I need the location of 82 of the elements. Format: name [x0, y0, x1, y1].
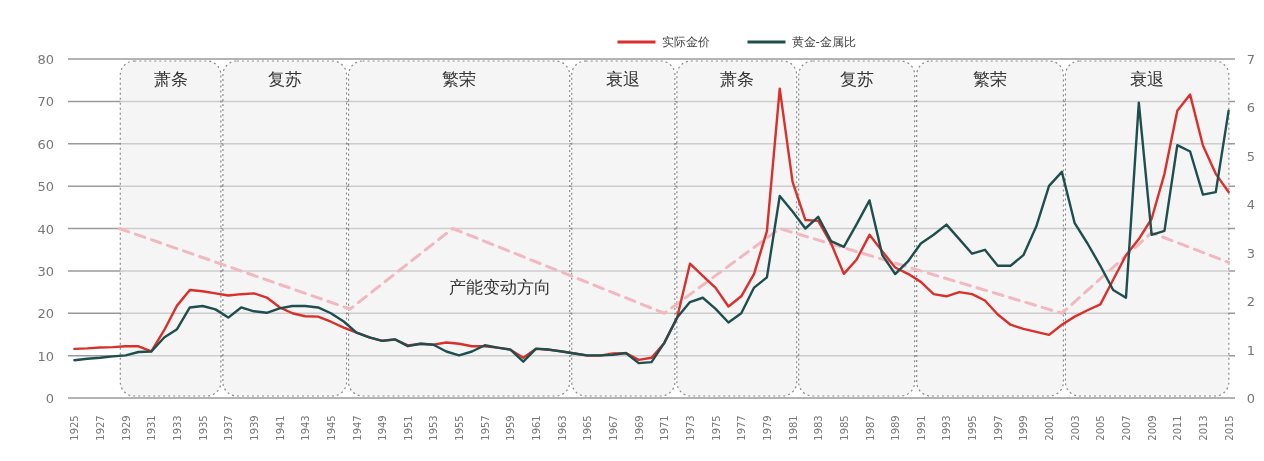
x-tick-label: 1997	[992, 415, 1004, 441]
x-tick-label: 2011	[1172, 415, 1184, 441]
x-tick-label: 1945	[325, 415, 337, 441]
y-tick-label: 60	[37, 136, 54, 152]
y-tick-label: 10	[37, 348, 54, 364]
x-tick-label: 1931	[146, 415, 158, 441]
x-tick-label: 1973	[684, 415, 696, 441]
x-tick-label: 1959	[505, 415, 517, 441]
y-tick-label: 50	[37, 179, 54, 195]
band-label: 复苏	[267, 69, 302, 89]
x-tick-label: 2013	[1197, 415, 1209, 441]
y-tick-label: 80	[37, 52, 54, 67]
band: 萧条	[676, 60, 798, 397]
x-tick-label: 1953	[428, 415, 440, 441]
x-tick-label: 1983	[813, 415, 825, 441]
x-tick-label: 1985	[838, 415, 850, 441]
x-tick-label: 1963	[556, 415, 568, 441]
legend-label: 黄金-金属比	[791, 35, 856, 49]
band-label: 繁荣	[442, 69, 477, 89]
band-label: 复苏	[839, 69, 874, 89]
x-tick-label: 2015	[1223, 415, 1235, 441]
y-tick-label: 0	[45, 391, 54, 406]
x-tick-label: 1947	[351, 415, 363, 441]
band: 繁荣	[916, 60, 1065, 397]
y2-tick-label: 7	[1246, 52, 1256, 67]
x-tick-label: 1969	[633, 415, 645, 441]
x-tick-label: 1939	[248, 415, 260, 441]
x-tick-label: 2009	[1146, 415, 1158, 441]
x-tick-label: 1961	[531, 415, 543, 441]
y2-tick-label: 1	[1246, 342, 1256, 358]
x-tick-label: 1929	[120, 415, 132, 441]
y-tick-label: 70	[37, 94, 54, 110]
y-tick-label: 40	[37, 221, 54, 237]
x-tick-label: 1981	[787, 415, 799, 441]
x-tick-label: 1977	[736, 415, 748, 441]
x-tick-label: 1935	[197, 415, 209, 441]
line-series	[117, 227, 1231, 315]
y2-tick-label: 5	[1246, 148, 1256, 164]
x-tick-label: 1937	[223, 415, 235, 441]
x-tick-label: 1933	[172, 415, 184, 441]
x-tick-label: 1989	[890, 415, 902, 441]
band: 萧条	[119, 60, 222, 397]
legend-label: 实际金价	[661, 35, 710, 49]
y2-tick-label: 6	[1246, 100, 1256, 116]
band-label: 衰退	[1130, 69, 1165, 89]
x-tick-label: 1995	[967, 415, 979, 441]
x-tick-label: 1991	[915, 415, 927, 441]
x-tick-label: 1971	[659, 415, 671, 441]
x-tick-label: 1925	[69, 415, 81, 441]
x-tick-label: 2003	[1069, 415, 1081, 441]
annotation: 产能变动方向	[448, 276, 551, 297]
y2-tick-label: 3	[1246, 245, 1256, 261]
band-label: 繁荣	[973, 69, 1008, 89]
band-label: 萧条	[719, 69, 754, 89]
x-tick-label: 1927	[95, 415, 107, 441]
x-tick-label: 1965	[582, 415, 594, 441]
x-tick-label: 1975	[710, 415, 722, 441]
y2-tick-label: 2	[1246, 294, 1256, 310]
x-tick-label: 1967	[608, 415, 620, 441]
x-tick-label: 1943	[300, 415, 312, 441]
band-label: 萧条	[153, 69, 188, 89]
band: 复苏	[798, 60, 916, 397]
x-tick-label: 1955	[454, 415, 466, 441]
x-tick-label: 1993	[941, 415, 953, 441]
x-tick-label: 2001	[1044, 415, 1056, 441]
y-tick-label: 20	[37, 306, 54, 322]
x-tick-label: 1949	[377, 415, 389, 441]
x-tick-label: 2005	[1095, 415, 1107, 441]
x-tick-label: 1979	[761, 415, 773, 441]
band: 衰退	[571, 60, 676, 397]
x-tick-label: 1951	[402, 415, 414, 441]
x-tick-label: 2007	[1120, 415, 1132, 441]
y-tick-label: 30	[37, 263, 54, 279]
y2-tick-label: 4	[1246, 197, 1256, 213]
x-tick-label: 1957	[479, 415, 491, 441]
band: 复苏	[222, 60, 348, 397]
y2-tick-label: 0	[1246, 391, 1256, 406]
x-tick-label: 1941	[274, 415, 286, 441]
x-tick-label: 1987	[864, 415, 876, 441]
band-label: 衰退	[606, 69, 641, 89]
x-tick-label: 1999	[1018, 415, 1030, 441]
band: 衰退	[1064, 60, 1230, 397]
